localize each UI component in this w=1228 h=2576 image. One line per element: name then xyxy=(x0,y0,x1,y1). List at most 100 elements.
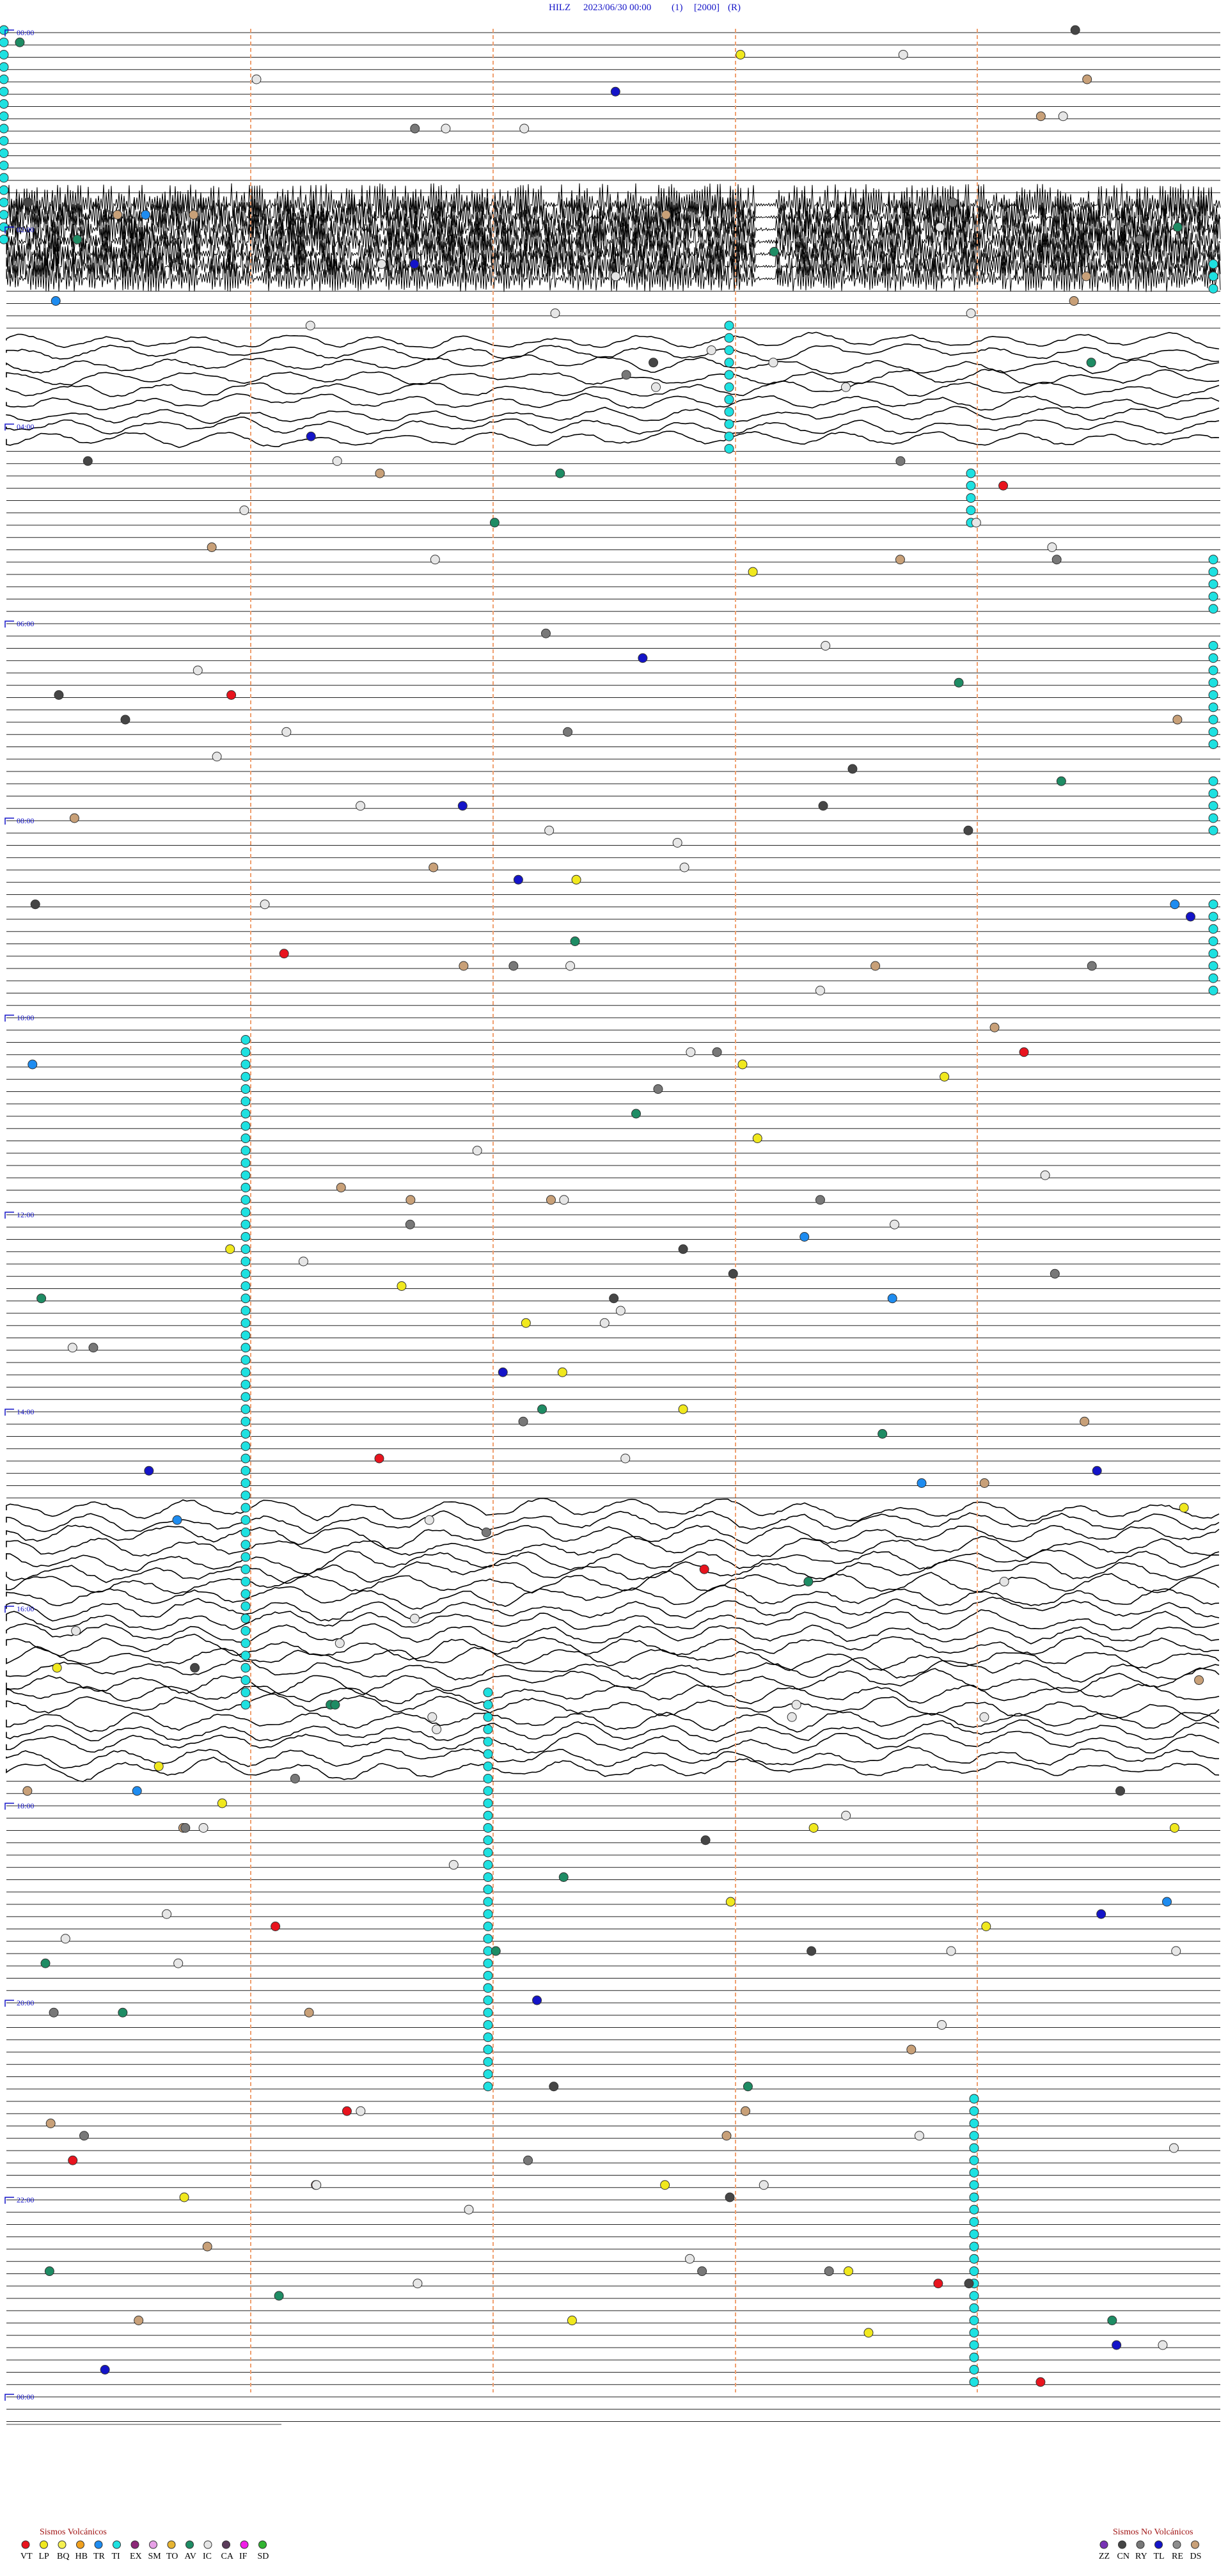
event xyxy=(0,234,9,244)
event xyxy=(377,259,387,269)
event xyxy=(728,1268,738,1279)
event xyxy=(741,2106,751,2116)
event xyxy=(1208,555,1218,565)
trace xyxy=(6,232,1221,267)
trace xyxy=(6,1667,1220,1696)
event xyxy=(240,1183,251,1192)
event xyxy=(540,628,551,638)
event xyxy=(906,2044,917,2055)
trace xyxy=(6,1730,1220,1755)
event xyxy=(212,752,222,762)
event xyxy=(240,1404,251,1414)
event xyxy=(30,899,40,910)
hour-bracket xyxy=(4,29,14,36)
event xyxy=(134,2316,144,2325)
date: 2023/06/30 00:00 xyxy=(583,3,651,13)
event xyxy=(684,2254,695,2264)
event xyxy=(1208,604,1218,614)
event xyxy=(413,2279,423,2289)
event xyxy=(544,825,555,835)
event xyxy=(483,1885,493,1895)
legend-title: Sismos No Volcánicos xyxy=(1113,2527,1193,2537)
event xyxy=(969,2328,979,2338)
event xyxy=(653,1084,663,1094)
event xyxy=(240,1453,251,1464)
event xyxy=(88,1343,98,1353)
event xyxy=(1171,1946,1181,1956)
event xyxy=(427,1712,437,1722)
event xyxy=(1208,936,1218,946)
legend-code: TR xyxy=(93,2552,106,2561)
legend-swatch xyxy=(130,2540,139,2549)
event xyxy=(240,1256,251,1267)
event xyxy=(1081,271,1091,281)
event xyxy=(179,2192,189,2202)
trace xyxy=(6,1646,1220,1671)
event xyxy=(374,1453,384,1464)
event xyxy=(1169,2143,1179,2153)
event xyxy=(1208,739,1218,749)
event xyxy=(1208,641,1218,651)
event xyxy=(306,431,316,441)
event xyxy=(508,961,519,971)
legend-code: IC xyxy=(203,2552,212,2561)
event xyxy=(240,1244,251,1254)
event xyxy=(615,1306,626,1316)
event xyxy=(240,1268,251,1279)
trace xyxy=(6,1510,1220,1535)
event xyxy=(483,1835,493,1845)
event xyxy=(1050,1268,1060,1279)
event xyxy=(1169,1823,1179,1833)
trace xyxy=(6,1570,1220,1595)
event xyxy=(240,1528,251,1537)
event xyxy=(818,801,828,811)
hour-bracket xyxy=(4,1606,14,1613)
hour-bracket xyxy=(4,2000,14,2007)
trace xyxy=(6,380,1220,399)
event xyxy=(843,2266,853,2276)
event xyxy=(483,1860,493,1870)
event xyxy=(198,1823,209,1833)
event xyxy=(0,50,9,59)
event xyxy=(305,320,315,331)
event xyxy=(969,2316,979,2325)
event xyxy=(240,1134,251,1143)
legend-swatch xyxy=(185,2540,194,2549)
event xyxy=(678,1404,688,1414)
event xyxy=(180,1823,191,1833)
event xyxy=(887,1293,897,1304)
event xyxy=(620,1453,631,1464)
event xyxy=(1092,1466,1102,1476)
event xyxy=(649,358,659,368)
event xyxy=(570,936,580,946)
event xyxy=(841,1810,851,1821)
event xyxy=(240,1503,251,1513)
hour-label: 20:00 xyxy=(17,1998,34,2007)
event xyxy=(162,1909,172,1919)
trace xyxy=(6,1657,1220,1683)
event xyxy=(1087,961,1097,971)
event xyxy=(1208,579,1218,589)
event xyxy=(332,456,342,466)
event xyxy=(1158,2340,1168,2350)
event xyxy=(441,123,451,134)
event xyxy=(815,986,825,995)
event xyxy=(120,715,130,725)
event xyxy=(1208,665,1218,676)
event xyxy=(79,2131,90,2141)
event xyxy=(969,2352,979,2362)
legend-swatch xyxy=(1154,2540,1163,2549)
legend-swatch xyxy=(1118,2540,1126,2549)
legend-code: SD xyxy=(258,2552,269,2561)
event xyxy=(240,1380,251,1389)
event xyxy=(225,1244,235,1254)
event xyxy=(661,210,671,220)
event xyxy=(154,1761,164,1771)
legend-swatch xyxy=(113,2540,121,2549)
event xyxy=(483,1971,493,1980)
event xyxy=(0,99,9,109)
event xyxy=(240,1700,251,1710)
event xyxy=(815,1195,825,1205)
event xyxy=(948,198,958,207)
